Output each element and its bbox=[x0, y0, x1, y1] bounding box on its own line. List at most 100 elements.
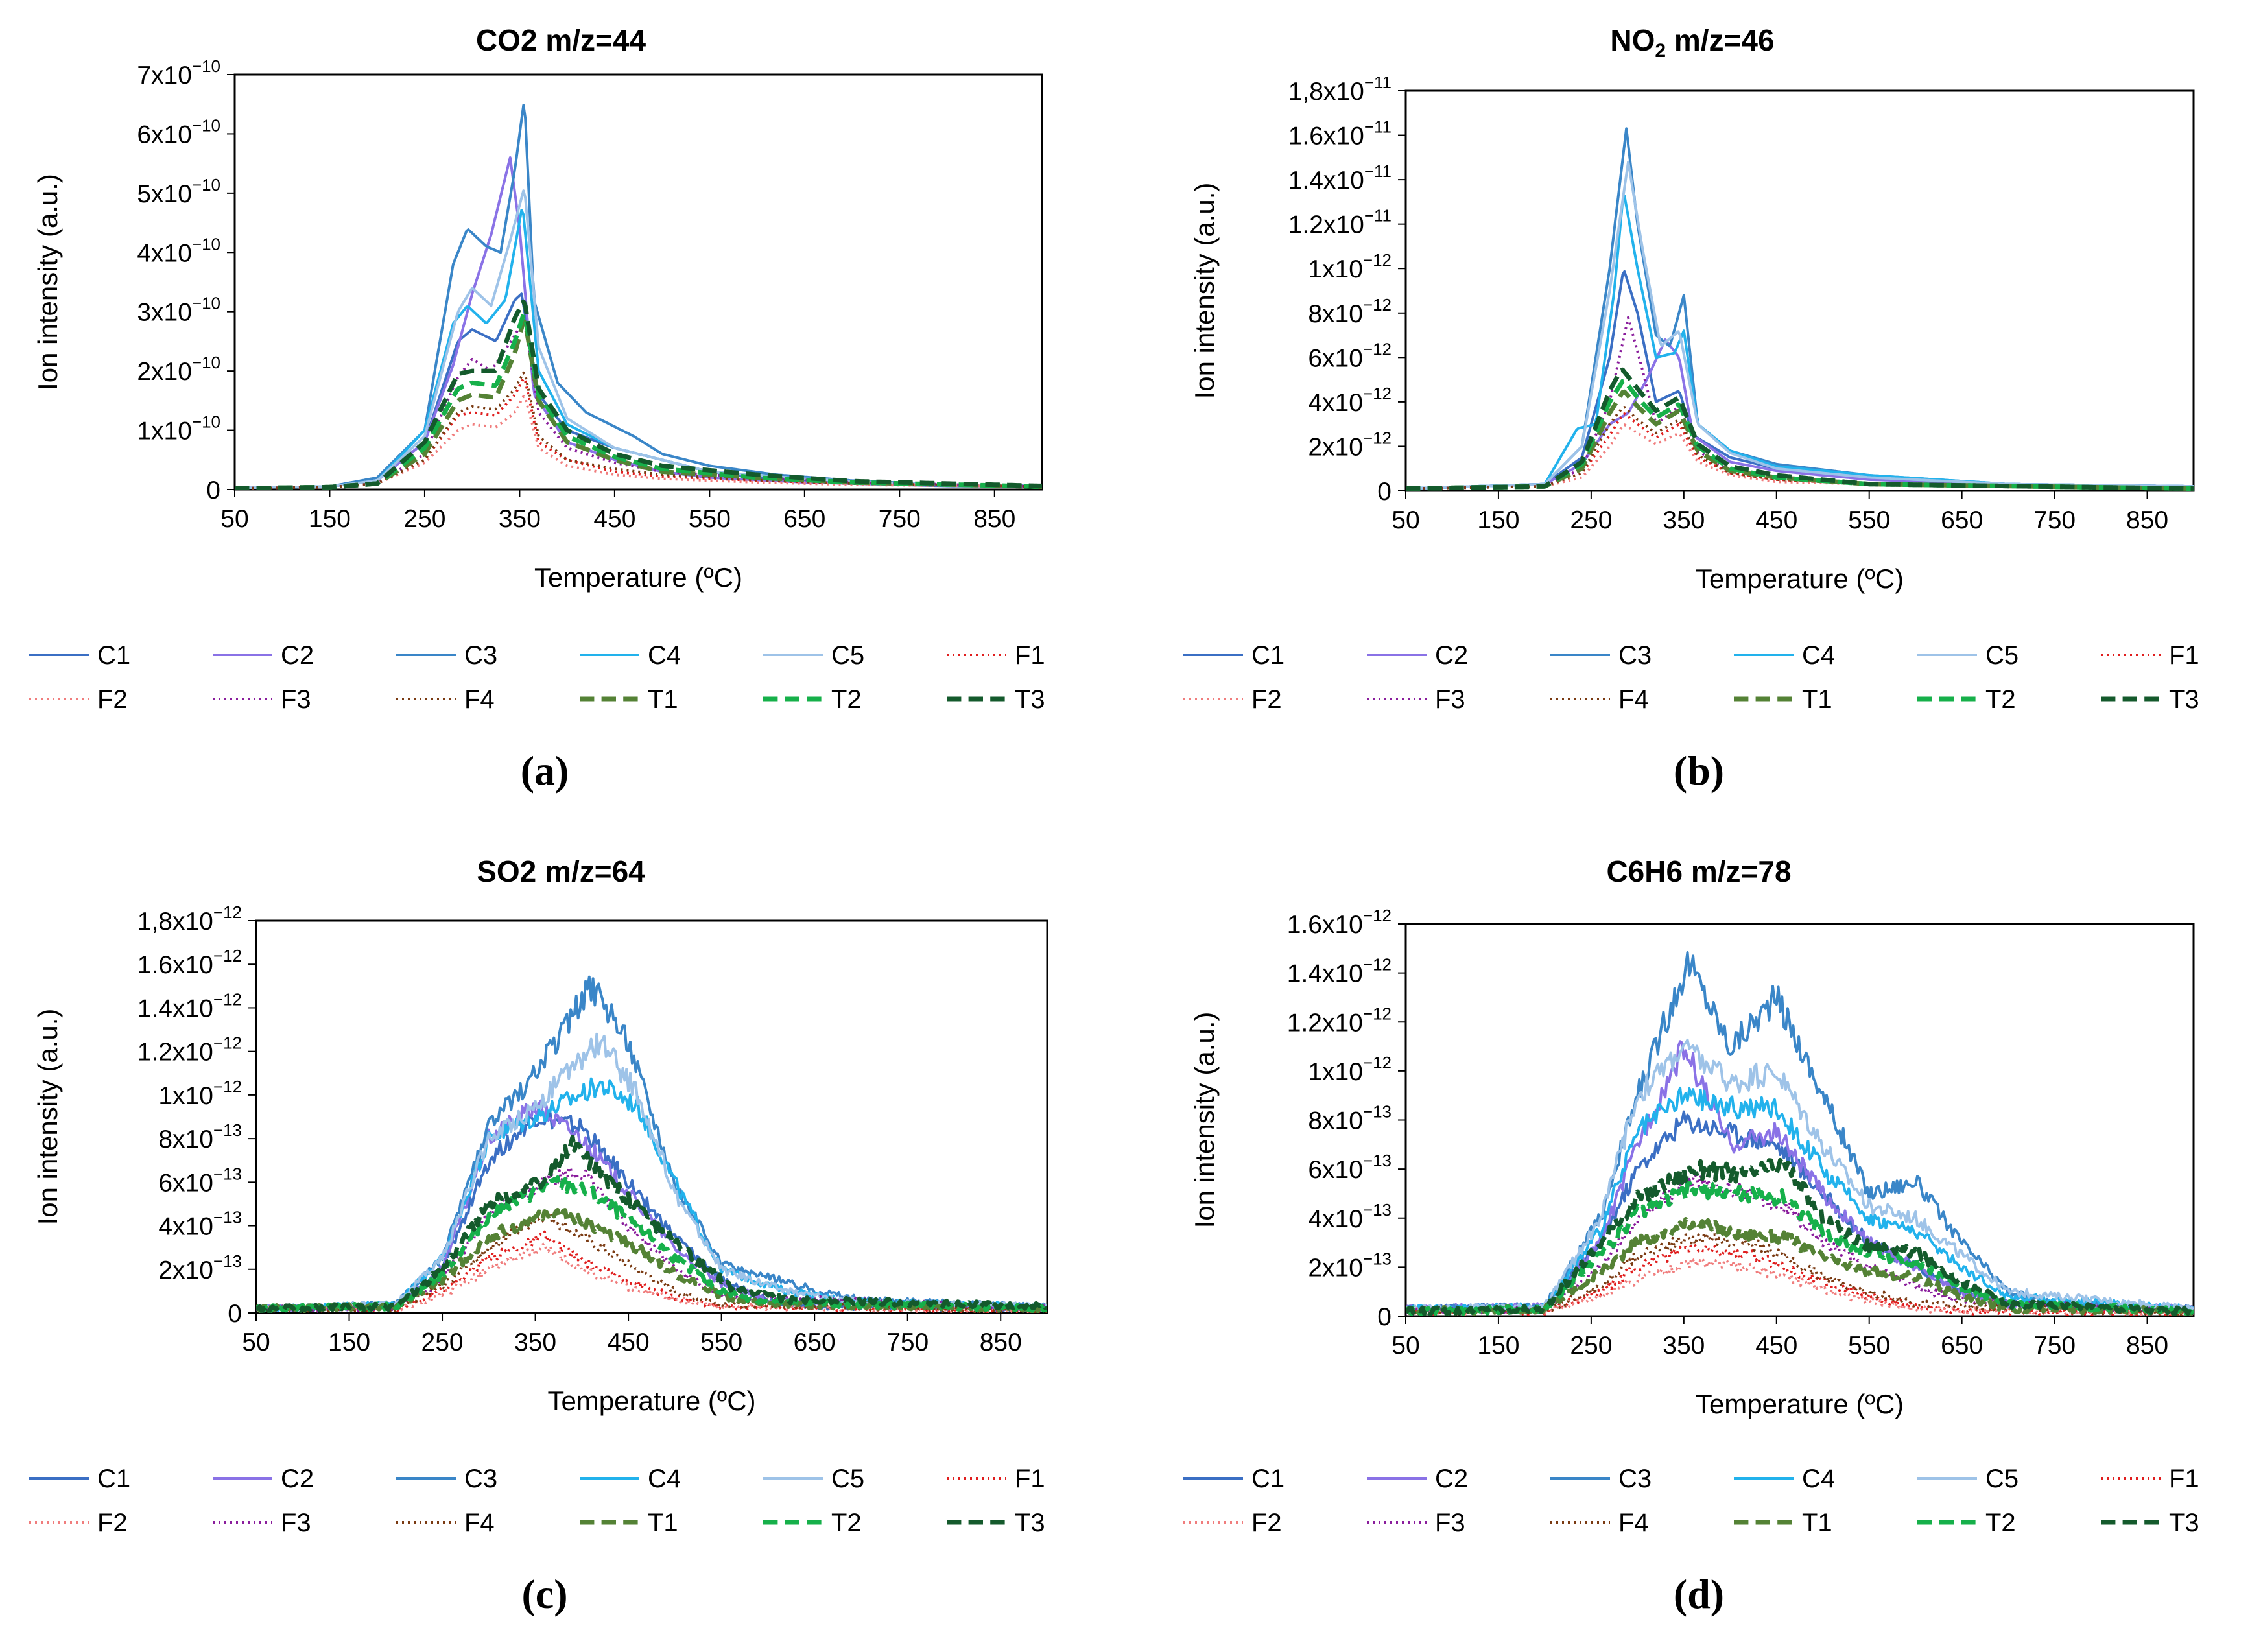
legend-label-F4: F4 bbox=[464, 685, 495, 714]
legend-label-T2: T2 bbox=[831, 685, 862, 714]
legend-label-C2: C2 bbox=[1435, 1465, 1468, 1493]
legend-label-C5: C5 bbox=[831, 641, 864, 670]
x-tick-label: 450 bbox=[593, 505, 635, 533]
plot-frame bbox=[1404, 923, 2195, 1317]
plot-frame bbox=[1404, 89, 2195, 492]
y-tick-label: 1,8x10−12 bbox=[137, 903, 242, 936]
series-line-C5 bbox=[256, 1032, 1047, 1312]
y-tick-label: 6x10−10 bbox=[137, 115, 220, 148]
legend-label-C1: C1 bbox=[97, 1465, 130, 1493]
x-axis-label: Temperature (ºC) bbox=[1696, 563, 1904, 594]
series-line-C5 bbox=[235, 189, 1042, 490]
series-group bbox=[256, 975, 1047, 1313]
x-tick-label: 750 bbox=[2033, 506, 2076, 534]
x-tick-label: 650 bbox=[1941, 1332, 1983, 1360]
legend: C1 C2 C3 C4 C5 F1 F2 F3 F4 T1 T2 T3 bbox=[29, 641, 1045, 714]
y-axis-label: Ion intensity (a.u.) bbox=[1189, 183, 1220, 399]
legend-label-C2: C2 bbox=[281, 641, 314, 670]
x-tick-label: 50 bbox=[1391, 1332, 1419, 1360]
y-tick-label: 4x10−10 bbox=[137, 234, 220, 267]
y-tick-label: 1,8x10−11 bbox=[1288, 73, 1391, 106]
series-line-C4 bbox=[1406, 195, 2194, 490]
x-tick-label: 850 bbox=[973, 505, 1015, 533]
x-tick-label: 550 bbox=[1848, 1332, 1890, 1360]
legend-label-C3: C3 bbox=[464, 641, 497, 670]
legend-label-F1: F1 bbox=[1015, 1465, 1045, 1493]
y-axis-label: Ion intensity (a.u.) bbox=[32, 1009, 63, 1225]
x-tick-label: 450 bbox=[1755, 1332, 1797, 1360]
x-tick-label: 350 bbox=[1663, 1332, 1705, 1360]
series-line-C3 bbox=[1406, 951, 2194, 1314]
legend-label-F1: F1 bbox=[2169, 641, 2199, 670]
series-line-C3 bbox=[235, 104, 1042, 490]
legend-label-F3: F3 bbox=[281, 685, 311, 714]
series-line-C4 bbox=[235, 209, 1042, 490]
y-tick-label: 4x10−12 bbox=[1308, 384, 1391, 417]
y-tick-label: 0 bbox=[206, 477, 220, 504]
panel-label: (b) bbox=[1674, 748, 1724, 794]
chart-panel-1: NO2 m/z=46 50 150 250 350 450 550 650 750 850 0 2x1… bbox=[1183, 23, 2199, 794]
legend-label-C4: C4 bbox=[648, 641, 681, 670]
series-group bbox=[1406, 127, 2194, 491]
legend-label-T2: T2 bbox=[1985, 685, 2016, 714]
legend-label-C4: C4 bbox=[648, 1465, 681, 1493]
x-tick-label: 150 bbox=[1477, 506, 1519, 534]
chart-panel-3: C6H6 m/z=78 50 150 250 350 450 550 650 750 850 0 2x… bbox=[1183, 855, 2199, 1617]
legend-label-F3: F3 bbox=[1435, 685, 1465, 714]
legend-label-T3: T3 bbox=[2169, 1509, 2199, 1537]
series-group bbox=[1406, 951, 2194, 1316]
series-line-F4 bbox=[235, 371, 1042, 490]
legend-label-C5: C5 bbox=[1985, 1465, 2019, 1493]
legend-label-C4: C4 bbox=[1802, 1465, 1835, 1493]
x-tick-label: 250 bbox=[403, 505, 445, 533]
x-tick-label: 50 bbox=[220, 505, 248, 533]
series-line-T3 bbox=[256, 1135, 1047, 1313]
chart-title: CO2 m/z=44 bbox=[476, 23, 646, 57]
y-axis-label: Ion intensity (a.u.) bbox=[32, 174, 63, 390]
chart-title: C6H6 m/z=78 bbox=[1606, 855, 1791, 888]
x-tick-label: 850 bbox=[980, 1328, 1022, 1356]
x-tick-label: 850 bbox=[2126, 1332, 2168, 1360]
legend-label-F2: F2 bbox=[97, 685, 128, 714]
y-tick-label: 0 bbox=[228, 1300, 242, 1328]
legend-label-F4: F4 bbox=[1618, 1509, 1649, 1537]
y-tick-label: 4x10−13 bbox=[1308, 1200, 1391, 1233]
legend-label-F3: F3 bbox=[281, 1509, 311, 1537]
series-line-T3 bbox=[1406, 1157, 2194, 1316]
y-tick-label: 6x10−13 bbox=[1308, 1151, 1391, 1184]
legend-label-C5: C5 bbox=[1985, 641, 2019, 670]
series-line-T2 bbox=[235, 312, 1042, 490]
legend-label-C1: C1 bbox=[1251, 1465, 1285, 1493]
x-tick-label: 150 bbox=[328, 1328, 370, 1356]
legend-label-C3: C3 bbox=[1618, 1465, 1652, 1493]
x-tick-label: 650 bbox=[1941, 506, 1983, 534]
y-tick-label: 0 bbox=[1377, 1303, 1391, 1331]
x-tick-label: 350 bbox=[499, 505, 541, 533]
y-tick-label: 1.6x10−12 bbox=[1287, 906, 1391, 939]
legend-label-T1: T1 bbox=[648, 1509, 678, 1537]
x-tick-label: 650 bbox=[794, 1328, 836, 1356]
x-axis-label: Temperature (ºC) bbox=[547, 1386, 755, 1416]
legend-label-C3: C3 bbox=[464, 1465, 497, 1493]
legend-label-C1: C1 bbox=[1251, 641, 1285, 670]
y-tick-label: 1.6x10−11 bbox=[1288, 117, 1391, 150]
x-tick-label: 450 bbox=[1755, 506, 1797, 534]
legend: C1 C2 C3 C4 C5 F1 F2 F3 F4 T1 T2 T3 bbox=[1183, 1465, 2199, 1537]
legend-label-T1: T1 bbox=[648, 685, 678, 714]
series-line-T1 bbox=[256, 1207, 1047, 1313]
x-tick-label: 550 bbox=[689, 505, 731, 533]
chart-panel-0: CO2 m/z=44 50 150 250 350 450 550 650 750 850 0 1x1… bbox=[29, 23, 1045, 794]
legend: C1 C2 C3 C4 C5 F1 F2 F3 F4 T1 T2 T3 bbox=[1183, 641, 2199, 714]
y-tick-label: 1.4x10−12 bbox=[1287, 955, 1391, 988]
y-tick-label: 8x10−13 bbox=[158, 1120, 242, 1153]
legend-label-F4: F4 bbox=[464, 1509, 495, 1537]
legend-label-T1: T1 bbox=[1802, 1509, 1832, 1537]
x-tick-label: 50 bbox=[242, 1328, 270, 1356]
y-tick-label: 1.6x10−12 bbox=[137, 946, 242, 979]
legend-label-T2: T2 bbox=[831, 1509, 862, 1537]
y-tick-label: 1x10−12 bbox=[1308, 250, 1391, 283]
plot-frame bbox=[233, 73, 1043, 491]
x-tick-label: 750 bbox=[886, 1328, 929, 1356]
panel-label: (c) bbox=[521, 1571, 567, 1617]
